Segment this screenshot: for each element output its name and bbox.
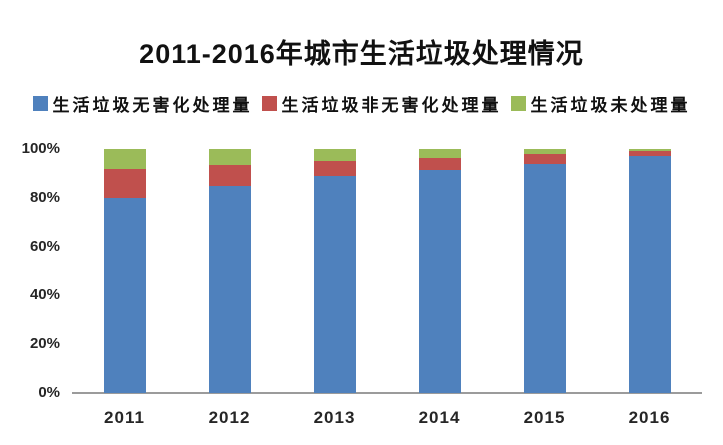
bar-segment-2014 (418, 169, 461, 393)
legend-swatch-icon (32, 95, 48, 111)
bar-segment-2016 (628, 156, 671, 393)
bar-segment-2012 (208, 185, 251, 393)
bar-segment-2013 (313, 175, 356, 393)
y-axis-tick-label: 60% (29, 237, 60, 255)
bar-segment-2016 (628, 149, 671, 152)
legend-swatch-icon (510, 95, 526, 111)
bar-segment-2013 (313, 149, 356, 162)
y-axis-tick-label: 100% (21, 140, 60, 157)
legend: 生活垃圾无害化处理量 生活垃圾非无害化处理量 生活垃圾未处理量 (0, 91, 723, 116)
bar-segment-2015 (523, 149, 566, 154)
bar-segment-2011 (103, 149, 146, 169)
legend-swatch-icon (261, 95, 277, 111)
chart-title: 2011-2016年城市生活垃圾处理情况 (139, 39, 584, 69)
y-axis-tick-label: 0% (38, 384, 60, 401)
x-axis-label: 2015 (523, 408, 566, 427)
legend-item-3: 生活垃圾未处理量 (510, 91, 691, 116)
y-axis-tick-label: 20% (29, 335, 60, 353)
y-axis-tick-label: 80% (29, 188, 60, 206)
bar-segment-2011 (103, 168, 146, 198)
bar-segment-2015 (523, 163, 566, 393)
legend-item-label: 生活垃圾无害化处理量 (52, 95, 253, 115)
x-axis-line (72, 392, 702, 394)
legend-item-label: 生活垃圾未处理量 (530, 95, 691, 115)
bar-segment-2014 (418, 158, 461, 170)
bar-segment-2013 (313, 161, 356, 176)
legend-item-label: 生活垃圾非无害化处理量 (281, 95, 502, 115)
bar-segment-2014 (418, 149, 461, 159)
x-axis-label: 2016 (628, 408, 671, 427)
bar-segment-2011 (103, 197, 146, 393)
x-axis-label: 2011 (104, 408, 145, 427)
bar-segment-2012 (208, 164, 251, 186)
x-axis-label: 2013 (313, 408, 356, 427)
bar-segment-2015 (523, 153, 566, 164)
x-axis-label: 2012 (208, 408, 251, 427)
legend-item-2: 生活垃圾非无害化处理量 (261, 91, 502, 116)
x-axis-label: 2014 (418, 408, 461, 427)
bar-segment-2012 (208, 149, 251, 165)
bar-segment-2016 (628, 151, 671, 157)
legend-item-1: 生活垃圾无害化处理量 (32, 91, 253, 116)
y-axis-tick-label: 40% (29, 286, 60, 304)
